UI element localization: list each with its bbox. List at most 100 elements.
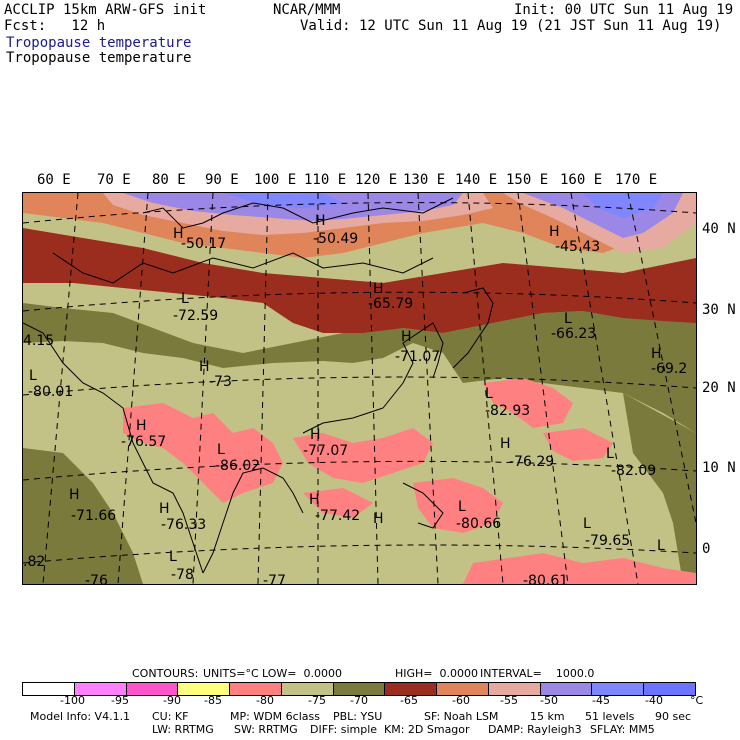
map-label: -66.23 — [551, 326, 596, 342]
colorbar-swatch — [23, 683, 75, 695]
sf-info: SF: Noah LSM — [424, 710, 499, 723]
units-label: UNITS=°C — [203, 667, 259, 680]
lon-label: 120 E — [355, 172, 398, 188]
colorbar-swatch — [437, 683, 489, 695]
colorbar-swatch — [333, 683, 386, 695]
low-label: LOW= 0.0000 — [262, 667, 342, 680]
lon-label: 80 E — [152, 172, 186, 188]
lw-info: LW: RRTMG — [152, 723, 214, 736]
field-title-colored: Tropopause temperature — [6, 35, 192, 51]
map-marker-low: L — [657, 538, 665, 554]
contours-label: CONTOURS: — [132, 667, 199, 680]
map-label: -77.07 — [303, 443, 348, 459]
colorbar-swatch — [592, 683, 645, 695]
colorbar-label: -85 — [204, 694, 222, 707]
resolution-info: 15 km — [530, 710, 565, 723]
band-minus80-south — [463, 553, 696, 584]
map-marker-low: L — [485, 386, 493, 402]
map-label: -71.07 — [395, 349, 440, 365]
map-marker-high: H — [373, 511, 384, 527]
map-label: -76.57 — [121, 434, 166, 450]
map-label: -79.65 — [585, 533, 630, 549]
colorbar-label: -55 — [500, 694, 518, 707]
colorbar-label: -95 — [111, 694, 129, 707]
field-title-black: Tropopause temperature — [6, 50, 192, 66]
colorbar-swatch — [230, 683, 282, 695]
colorbar-swatch — [644, 683, 695, 695]
map-marker-high: H — [500, 436, 511, 452]
map-label: -76.29 — [509, 454, 554, 470]
colorbar-label: -40 — [645, 694, 663, 707]
lat-label: 30 N — [702, 302, 736, 318]
map-label: -73 — [209, 374, 232, 390]
map-label: 4.15 — [23, 333, 54, 349]
map-label: -76.33 — [161, 517, 206, 533]
org-label: NCAR/MMM — [273, 2, 341, 18]
lat-label: 20 N — [702, 380, 736, 396]
map-label: -80.01 — [28, 384, 73, 400]
map-marker-high: H — [373, 281, 384, 297]
lon-label: 60 E — [37, 172, 71, 188]
colorbar — [22, 682, 696, 696]
map-label: -77 — [263, 573, 286, 584]
map-label: -72.59 — [173, 308, 218, 324]
cu-info: CU: KF — [152, 710, 189, 723]
map-marker-high: H — [310, 427, 321, 443]
map-label: -71.66 — [71, 508, 116, 524]
map-label: -76 — [85, 573, 108, 584]
lon-label: 170 E — [615, 172, 658, 188]
map-label: -69.2 — [651, 361, 687, 377]
coastlines — [23, 197, 494, 574]
map-marker-high: H — [549, 224, 560, 240]
band-minus65 — [23, 228, 696, 333]
band-minus45-east — [583, 193, 663, 218]
map-label: -78 — [171, 567, 194, 583]
map-marker-high: H — [309, 492, 320, 508]
model-title: ACCLIP 15km ARW-GFS init — [4, 2, 207, 18]
map-label: -80.66 — [456, 516, 501, 532]
graticule — [23, 193, 696, 584]
colorbar-label: -75 — [308, 694, 326, 707]
map-label: -80.61 — [523, 573, 568, 584]
colorbar-label: -100 — [60, 694, 85, 707]
band-minus80-sea — [303, 488, 373, 518]
levels-info: 51 levels — [585, 710, 635, 723]
lat-label: 10 N — [702, 460, 736, 476]
colorbar-label: -45 — [592, 694, 610, 707]
map-marker-low: L — [29, 368, 37, 384]
lon-label: 140 E — [455, 172, 498, 188]
sw-info: SW: RRTMG — [234, 723, 298, 736]
band-minus80-pacific — [483, 378, 573, 428]
diff-info: DIFF: simple — [310, 723, 378, 736]
mp-info: MP: WDM 6class — [230, 710, 320, 723]
lon-label: 160 E — [560, 172, 603, 188]
colorbar-swatch — [385, 683, 438, 695]
lon-label: 70 E — [97, 172, 131, 188]
map-label: -82.09 — [611, 463, 656, 479]
sflay-info: SFLAY: MM5 — [590, 723, 655, 736]
interval-label: INTERVAL= 1000.0 — [480, 667, 595, 680]
map-marker-low: L — [458, 499, 466, 515]
band-minus70-southwest — [23, 448, 143, 584]
band-minus80-scs — [293, 428, 433, 483]
colorbar-swatch — [488, 683, 541, 695]
map-marker-high: H — [651, 346, 662, 362]
colorbar-label: -60 — [452, 694, 470, 707]
colorbar-swatch — [74, 683, 127, 695]
timestep-info: 90 sec — [655, 710, 692, 723]
band-minus80-indochina — [123, 403, 283, 503]
map-label: -50.49 — [313, 231, 358, 247]
map-marker-low: L — [181, 291, 189, 307]
lat-label: 40 N — [702, 221, 736, 237]
high-label: HIGH= 0.0000 — [395, 667, 479, 680]
band-minus80-pacific2 — [543, 428, 613, 461]
map-marker-high: H — [159, 501, 170, 517]
map-label: -45.43 — [555, 239, 600, 255]
colorbar-units: °C — [690, 694, 704, 707]
map-label: -77.42 — [315, 508, 360, 524]
km-info: KM: 2D Smagor — [384, 723, 470, 736]
map-marker-high: H — [136, 418, 147, 434]
map-marker-high: H — [315, 213, 326, 229]
band-minus70-east — [623, 393, 696, 584]
map-marker-low: L — [606, 446, 614, 462]
